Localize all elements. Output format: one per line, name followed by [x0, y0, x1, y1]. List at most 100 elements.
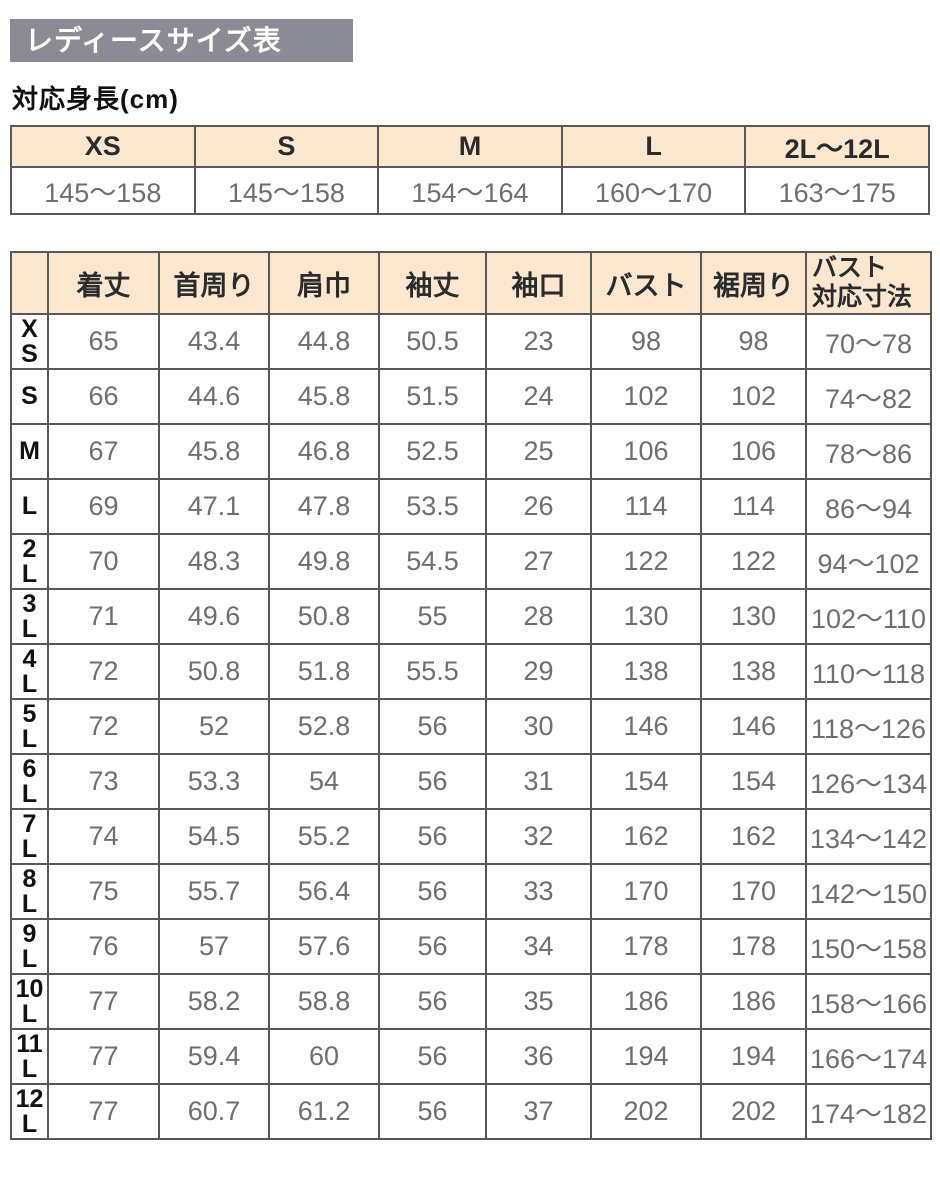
size-cell: 44.6 — [158, 368, 270, 425]
size-table: 着丈 首周り 肩巾 袖丈 袖口 バスト 裾周り バスト 対応寸法 X S 65 43… — [10, 251, 932, 1140]
size-cell: 110〜118 — [805, 643, 932, 700]
size-cell: 35 — [485, 973, 592, 1030]
size-cell: 55.7 — [158, 863, 270, 920]
size-cell: 57 — [158, 918, 270, 975]
size-row-label: 9 L — [10, 918, 49, 975]
size-cell: 146 — [590, 698, 702, 755]
table-row: S 66 44.6 45.8 51.5 24 102 102 74〜82 — [10, 368, 932, 425]
size-cell: 33 — [485, 863, 592, 920]
col-shoulder-width: 肩巾 — [268, 251, 380, 315]
table-row: 2 L 70 48.3 49.8 54.5 27 122 122 94〜102 — [10, 533, 932, 590]
table-row: 8 L 75 55.7 56.4 56 33 170 170 142〜150 — [10, 863, 932, 920]
size-cell: 65 — [47, 313, 160, 370]
size-cell: 70 — [47, 533, 160, 590]
size-cell: 114 — [700, 478, 807, 535]
size-row-label: 5 L — [10, 698, 49, 755]
size-cell: 23 — [485, 313, 592, 370]
size-cell: 49.6 — [158, 588, 270, 645]
page-title: レディースサイズ表 — [10, 19, 353, 62]
size-cell: 158〜166 — [805, 973, 932, 1030]
size-cell: 28 — [485, 588, 592, 645]
size-cell: 46.8 — [268, 423, 380, 480]
height-table-header-row: XS S M L 2L〜12L — [10, 125, 930, 168]
col-neck-circumference: 首周り — [158, 251, 270, 315]
size-row-label: M — [10, 423, 49, 480]
size-cell: 56 — [378, 1028, 487, 1085]
size-cell: 150〜158 — [805, 918, 932, 975]
size-cell: 70〜78 — [805, 313, 932, 370]
size-cell: 55.5 — [378, 643, 487, 700]
size-cell: 98 — [700, 313, 807, 370]
size-cell: 67 — [47, 423, 160, 480]
height-col-l: L — [560, 125, 747, 168]
height-value-l: 160〜170 — [560, 166, 747, 215]
size-cell: 146 — [700, 698, 807, 755]
size-row-label: 11 L — [10, 1028, 49, 1085]
size-cell: 37 — [485, 1083, 592, 1140]
table-row: 11 L 77 59.4 60 56 36 194 194 166〜174 — [10, 1028, 932, 1085]
col-bust: バスト — [590, 251, 702, 315]
size-cell: 75 — [47, 863, 160, 920]
size-cell: 34 — [485, 918, 592, 975]
size-cell: 45.8 — [268, 368, 380, 425]
height-table: XS S M L 2L〜12L 145〜158 145〜158 154〜164 … — [10, 125, 930, 215]
size-cell: 154 — [590, 753, 702, 810]
size-table-corner — [10, 251, 49, 315]
size-cell: 59.4 — [158, 1028, 270, 1085]
size-cell: 106 — [700, 423, 807, 480]
size-cell: 142〜150 — [805, 863, 932, 920]
size-cell: 54 — [268, 753, 380, 810]
size-row-label: X S — [10, 313, 49, 370]
size-cell: 130 — [700, 588, 807, 645]
size-cell: 55 — [378, 588, 487, 645]
size-cell: 47.1 — [158, 478, 270, 535]
height-col-xs: XS — [10, 125, 196, 168]
size-cell: 51.5 — [378, 368, 487, 425]
size-cell: 106 — [590, 423, 702, 480]
table-row: 5 L 72 52 52.8 56 30 146 146 118〜126 — [10, 698, 932, 755]
table-row: 7 L 74 54.5 55.2 56 32 162 162 134〜142 — [10, 808, 932, 865]
size-cell: 178 — [590, 918, 702, 975]
height-table-title: 対応身長(cm) — [12, 84, 179, 114]
size-cell: 51.8 — [268, 643, 380, 700]
size-cell: 47.8 — [268, 478, 380, 535]
size-cell: 118〜126 — [805, 698, 932, 755]
size-row-label: S — [10, 368, 49, 425]
size-cell: 50.8 — [268, 588, 380, 645]
table-row: 9 L 76 57 57.6 56 34 178 178 150〜158 — [10, 918, 932, 975]
size-cell: 61.2 — [268, 1083, 380, 1140]
size-cell: 202 — [590, 1083, 702, 1140]
size-row-label: 10 L — [10, 973, 49, 1030]
size-cell: 50.5 — [378, 313, 487, 370]
size-table-header-row: 着丈 首周り 肩巾 袖丈 袖口 バスト 裾周り バスト 対応寸法 — [10, 251, 932, 315]
col-sleeve-length: 袖丈 — [378, 251, 487, 315]
size-cell: 52.5 — [378, 423, 487, 480]
size-cell: 162 — [700, 808, 807, 865]
size-cell: 53.5 — [378, 478, 487, 535]
size-cell: 57.6 — [268, 918, 380, 975]
size-cell: 44.8 — [268, 313, 380, 370]
size-cell: 76 — [47, 918, 160, 975]
size-cell: 174〜182 — [805, 1083, 932, 1140]
size-row-label: 2 L — [10, 533, 49, 590]
size-cell: 122 — [700, 533, 807, 590]
height-col-2l12l: 2L〜12L — [744, 125, 930, 168]
size-cell: 73 — [47, 753, 160, 810]
col-body-length: 着丈 — [47, 251, 160, 315]
size-cell: 43.4 — [158, 313, 270, 370]
table-row: 6 L 73 53.3 54 56 31 154 154 126〜134 — [10, 753, 932, 810]
size-cell: 194 — [700, 1028, 807, 1085]
size-cell: 102〜110 — [805, 588, 932, 645]
size-cell: 30 — [485, 698, 592, 755]
height-table-value-row: 145〜158 145〜158 154〜164 160〜170 163〜175 — [10, 166, 930, 215]
size-cell: 77 — [47, 1028, 160, 1085]
size-cell: 60 — [268, 1028, 380, 1085]
size-cell: 154 — [700, 753, 807, 810]
table-row: 3 L 71 49.6 50.8 55 28 130 130 102〜110 — [10, 588, 932, 645]
size-cell: 52.8 — [268, 698, 380, 755]
size-cell: 55.2 — [268, 808, 380, 865]
size-row-label: 8 L — [10, 863, 49, 920]
col-hem-circumference: 裾周り — [700, 251, 807, 315]
size-cell: 194 — [590, 1028, 702, 1085]
